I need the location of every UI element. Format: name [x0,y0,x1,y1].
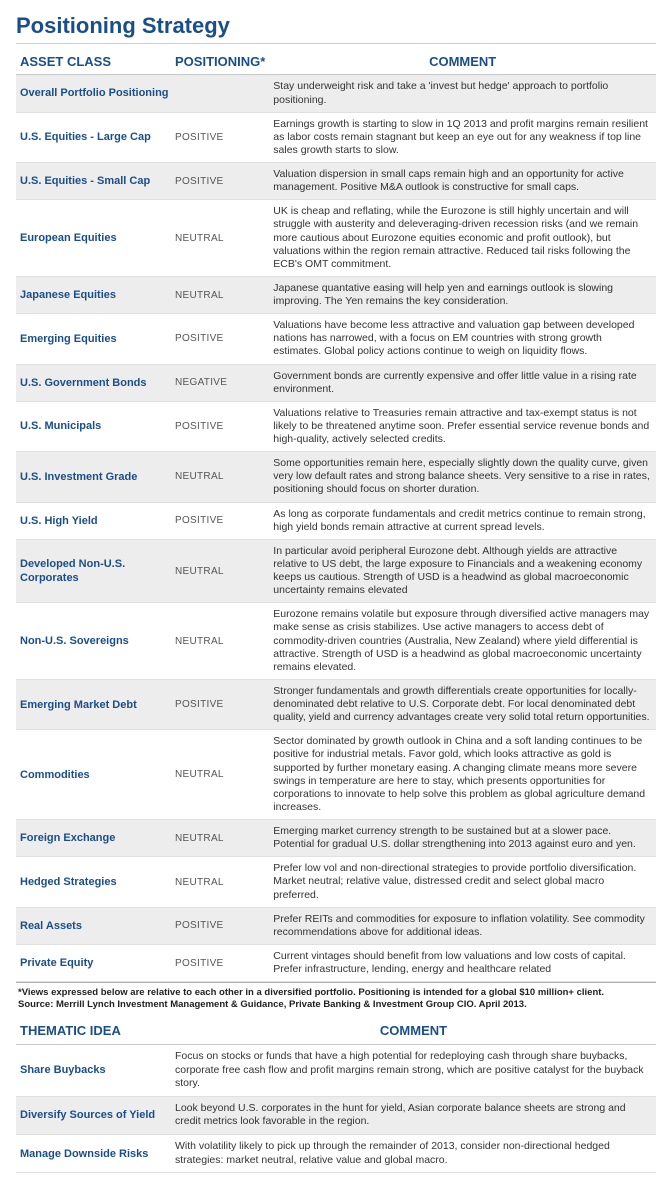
comment-cell: Valuation dispersion in small caps remai… [269,163,656,200]
table-row: U.S. High YieldPOSITIVEAs long as corpor… [16,502,656,539]
asset-class-cell: U.S. Investment Grade [16,452,171,502]
comment-cell: Earnings growth is starting to slow in 1… [269,112,656,162]
asset-class-cell: Commodities [16,730,171,820]
positioning-cell: POSITIVE [171,907,269,944]
comment-cell: Stay underweight risk and take a 'invest… [269,75,656,112]
table-row: Hedged StrategiesNEUTRALPrefer low vol a… [16,857,656,907]
asset-class-cell: Non-U.S. Sovereigns [16,603,171,680]
table-row: Private EquityPOSITIVECurrent vintages s… [16,944,656,981]
thematic-comment-cell: Focus on stocks or funds that have a hig… [171,1044,656,1096]
thematic-comment-cell: With volatility likely to pick up throug… [171,1135,656,1173]
asset-class-cell: U.S. Equities - Small Cap [16,163,171,200]
comment-cell: Eurozone remains volatile but exposure t… [269,603,656,680]
asset-class-cell: Real Assets [16,907,171,944]
positioning-cell: NEUTRAL [171,539,269,603]
comment-cell: Valuations relative to Treasuries remain… [269,401,656,451]
thematic-table: THEMATIC IDEA COMMENT Share BuybacksFocu… [16,1019,656,1173]
positioning-cell: POSITIVE [171,401,269,451]
comment-cell: Emerging market currency strength to be … [269,820,656,857]
asset-class-cell: U.S. Municipals [16,401,171,451]
header-thematic-idea: THEMATIC IDEA [16,1019,171,1044]
asset-class-cell: European Equities [16,200,171,277]
asset-class-cell: Hedged Strategies [16,857,171,907]
comment-cell: Prefer REITs and commodities for exposur… [269,907,656,944]
positioning-cell: POSITIVE [171,314,269,364]
positioning-cell: NEUTRAL [171,200,269,277]
positioning-cell: NEGATIVE [171,364,269,401]
comment-cell: Valuations have become less attractive a… [269,314,656,364]
comment-cell: Sector dominated by growth outlook in Ch… [269,730,656,820]
table-row: European EquitiesNEUTRALUK is cheap and … [16,200,656,277]
comment-cell: Current vintages should benefit from low… [269,944,656,981]
table-row: Overall Portfolio PositioningStay underw… [16,75,656,112]
header-asset: ASSET CLASS [16,50,171,75]
positioning-cell: POSITIVE [171,112,269,162]
table-row: U.S. Equities - Large CapPOSITIVEEarning… [16,112,656,162]
comment-cell: UK is cheap and reflating, while the Eur… [269,200,656,277]
table-row: Developed Non-U.S. CorporatesNEUTRALIn p… [16,539,656,603]
thematic-row: Share BuybacksFocus on stocks or funds t… [16,1044,656,1096]
positioning-table: ASSET CLASS POSITIONING* COMMENT Overall… [16,50,656,983]
thematic-idea-cell: Manage Downside Risks [16,1135,171,1173]
asset-class-cell: Japanese Equities [16,276,171,313]
positioning-cell: NEUTRAL [171,452,269,502]
table-row: U.S. Investment GradeNEUTRALSome opportu… [16,452,656,502]
asset-class-cell: Overall Portfolio Positioning [16,75,269,112]
asset-class-cell: Private Equity [16,944,171,981]
table-row: Emerging Market DebtPOSITIVEStronger fun… [16,679,656,729]
table-row: Non-U.S. SovereignsNEUTRALEurozone remai… [16,603,656,680]
comment-cell: Government bonds are currently expensive… [269,364,656,401]
asset-class-cell: U.S. High Yield [16,502,171,539]
comment-cell: Japanese quantative easing will help yen… [269,276,656,313]
table-row: U.S. Equities - Small CapPOSITIVEValuati… [16,163,656,200]
positioning-cell: NEUTRAL [171,857,269,907]
comment-cell: As long as corporate fundamentals and cr… [269,502,656,539]
page-title: Positioning Strategy [16,12,656,44]
footnote: *Views expressed below are relative to e… [16,982,656,1019]
asset-class-cell: U.S. Equities - Large Cap [16,112,171,162]
table-row: U.S. MunicipalsPOSITIVEValuations relati… [16,401,656,451]
asset-class-cell: Emerging Market Debt [16,679,171,729]
asset-class-cell: Emerging Equities [16,314,171,364]
table-row: Japanese EquitiesNEUTRALJapanese quantat… [16,276,656,313]
asset-class-cell: Foreign Exchange [16,820,171,857]
table-row: CommoditiesNEUTRALSector dominated by gr… [16,730,656,820]
header-positioning: POSITIONING* [171,50,269,75]
comment-cell: Stronger fundamentals and growth differe… [269,679,656,729]
comment-cell: Prefer low vol and non-directional strat… [269,857,656,907]
comment-cell: In particular avoid peripheral Eurozone … [269,539,656,603]
asset-class-cell: Developed Non-U.S. Corporates [16,539,171,603]
table-row: Real AssetsPOSITIVEPrefer REITs and comm… [16,907,656,944]
asset-class-cell: U.S. Government Bonds [16,364,171,401]
header-comment: COMMENT [269,50,656,75]
thematic-comment-cell: Look beyond U.S. corporates in the hunt … [171,1096,656,1134]
thematic-idea-cell: Share Buybacks [16,1044,171,1096]
positioning-cell: POSITIVE [171,679,269,729]
positioning-cell: POSITIVE [171,502,269,539]
positioning-cell: POSITIVE [171,163,269,200]
comment-cell: Some opportunities remain here, especial… [269,452,656,502]
positioning-cell: NEUTRAL [171,276,269,313]
positioning-cell: NEUTRAL [171,603,269,680]
header-thematic-comment: COMMENT [171,1019,656,1044]
thematic-idea-cell: Diversify Sources of Yield [16,1096,171,1134]
positioning-cell: POSITIVE [171,944,269,981]
positioning-cell: NEUTRAL [171,730,269,820]
table-row: U.S. Government BondsNEGATIVEGovernment … [16,364,656,401]
table-row: Foreign ExchangeNEUTRALEmerging market c… [16,820,656,857]
table-row: Emerging EquitiesPOSITIVEValuations have… [16,314,656,364]
thematic-row: Diversify Sources of YieldLook beyond U.… [16,1096,656,1134]
thematic-row: Manage Downside RisksWith volatility lik… [16,1135,656,1173]
positioning-cell: NEUTRAL [171,820,269,857]
